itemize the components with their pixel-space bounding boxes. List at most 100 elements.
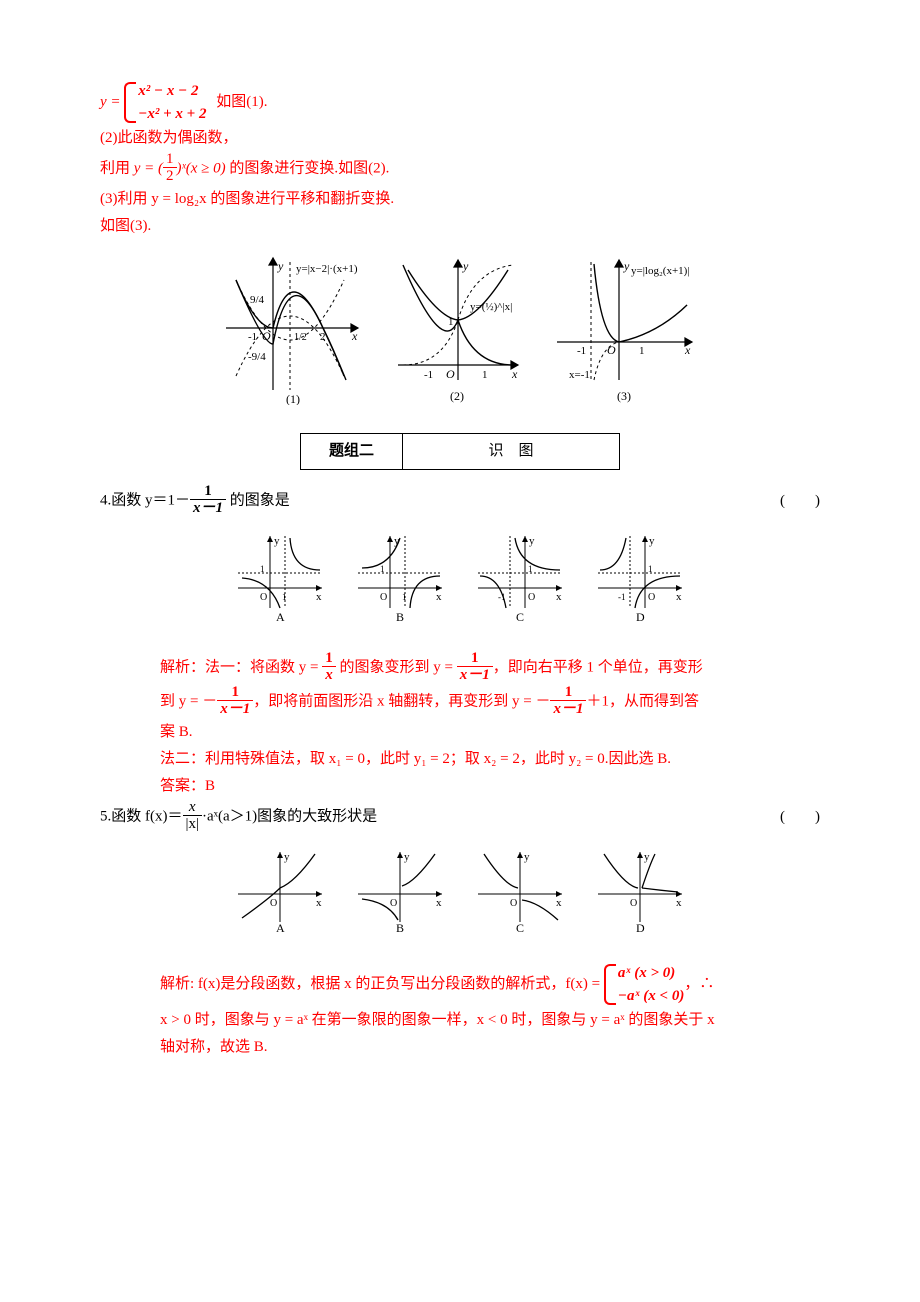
group-box-2: 题组二 识 图 — [300, 433, 620, 470]
sol4-l4: 法二：利用特殊值法，取 x₁ = 0，此时 y₁ = 2；取 x₂ = 2，此时… — [100, 746, 820, 773]
pw-row2: −x² + x + 2 — [138, 103, 206, 126]
svg-text:y=|x−2|·(x+1): y=|x−2|·(x+1) — [296, 263, 358, 275]
svg-text:C: C — [516, 610, 524, 623]
svg-text:x: x — [436, 897, 442, 909]
svg-text:O: O — [528, 592, 535, 603]
svg-text:1: 1 — [639, 345, 645, 357]
svg-text:y: y — [649, 535, 655, 547]
svg-text:(2): (2) — [450, 389, 464, 403]
svg-text:-1: -1 — [248, 331, 257, 343]
svg-text:x: x — [676, 897, 682, 909]
svg-text:O: O — [510, 898, 517, 909]
p2-line1: (2)此函数为偶函数， — [100, 125, 820, 152]
svg-text:1: 1 — [448, 316, 454, 328]
svg-text:1: 1 — [260, 564, 265, 574]
svg-text:y=(½)^|x|: y=(½)^|x| — [470, 301, 512, 313]
p3-line2: 如图(3). — [100, 213, 820, 240]
svg-text:D: D — [636, 921, 645, 934]
svg-text:B: B — [396, 921, 404, 934]
q4-stem: 4.函数 y＝1－1x－1 的图象是 ( ) — [100, 484, 820, 518]
box-right: 识 图 — [403, 434, 620, 470]
svg-text:y: y — [623, 259, 630, 273]
svg-text:1: 1 — [402, 592, 407, 602]
svg-text:y: y — [394, 535, 400, 547]
svg-text:x: x — [511, 367, 518, 381]
sol4-l2: 到 y = －1x－1，即将前面图形沿 x 轴翻转，再变形到 y = －1x－1… — [100, 685, 820, 719]
svg-text:x: x — [676, 591, 682, 603]
svg-text:O: O — [607, 343, 616, 357]
svg-text:y: y — [284, 851, 290, 863]
svg-text:y: y — [404, 851, 410, 863]
svg-text:x: x — [316, 591, 322, 603]
svg-text:9/4: 9/4 — [250, 294, 265, 306]
svg-text:O: O — [380, 592, 387, 603]
figure-1: y x O -1 2 1/2 9/4 -9/4 y=|x−2|·(x+1) (1… — [218, 250, 368, 405]
svg-text:y: y — [462, 259, 469, 273]
svg-text:x: x — [556, 897, 562, 909]
figure-2: y x O 1 -1 1 y=(½)^|x| (2) — [388, 250, 528, 405]
svg-text:x: x — [684, 343, 691, 357]
svg-text:1: 1 — [528, 564, 533, 574]
svg-text:x: x — [351, 329, 358, 343]
svg-text:-1: -1 — [498, 592, 506, 602]
sol5-l3: 轴对称，故选 B. — [100, 1034, 820, 1061]
q5-options-row: y x O A y x O B y x O C y x O D — [100, 844, 820, 944]
svg-text:x: x — [556, 591, 562, 603]
figure-row-1: y x O -1 2 1/2 9/4 -9/4 y=|x−2|·(x+1) (1… — [100, 250, 820, 415]
q5-opt-a: y x O A — [230, 844, 330, 934]
piecewise-eq-1: y = x² − x − 2 −x² + x + 2 如图(1). — [100, 80, 820, 125]
svg-text:O: O — [270, 898, 277, 909]
p2-line2: 利用 y = (12)ˣ(x ≥ 0) 的图象进行变换.如图(2). — [100, 152, 820, 186]
svg-text:1: 1 — [648, 564, 653, 574]
q4-paren: ( ) — [780, 488, 820, 515]
svg-text:-1: -1 — [618, 592, 626, 602]
q5-paren: ( ) — [780, 804, 820, 831]
svg-text:O: O — [260, 592, 267, 603]
svg-text:x: x — [316, 897, 322, 909]
svg-text:-1: -1 — [577, 345, 586, 357]
opt-a-fig: y x O 1 1 A — [230, 528, 330, 623]
svg-text:-9/4: -9/4 — [248, 351, 266, 363]
svg-text:O: O — [390, 898, 397, 909]
svg-text:O: O — [630, 898, 637, 909]
svg-text:-1: -1 — [424, 369, 433, 381]
piecewise-brace: x² − x − 2 −x² + x + 2 — [124, 80, 206, 125]
svg-text:(1): (1) — [286, 392, 300, 405]
pw-row1: x² − x − 2 — [138, 80, 206, 103]
svg-text:(3): (3) — [617, 389, 631, 403]
sol4-ans: 答案：B — [100, 773, 820, 800]
opt-d-fig: y x O 1 -1 D — [590, 528, 690, 623]
q5-opt-d: yxO D — [590, 844, 690, 934]
opt-b-fig: yx O11 B — [350, 528, 450, 623]
svg-text:D: D — [636, 610, 645, 623]
svg-text:1: 1 — [482, 369, 488, 381]
svg-text:y: y — [277, 259, 284, 273]
sol5-l1: 解析: f(x)是分段函数，根据 x 的正负写出分段函数的解析式，f(x) = … — [100, 962, 820, 1007]
svg-text:C: C — [516, 921, 524, 934]
sol4-l3: 案 B. — [100, 719, 820, 746]
svg-text:y: y — [529, 535, 535, 547]
svg-text:y: y — [274, 535, 280, 547]
svg-text:1: 1 — [282, 592, 287, 602]
svg-text:1/2: 1/2 — [294, 332, 307, 343]
svg-text:y=|log₂(x+1)|: y=|log₂(x+1)| — [631, 265, 690, 277]
box-left: 题组二 — [301, 434, 403, 470]
pw-suffix: 如图(1). — [216, 94, 267, 110]
y-eq: y = — [100, 94, 124, 110]
svg-text:1: 1 — [380, 564, 385, 574]
q5-opt-c: yxO C — [470, 844, 570, 934]
q5-opt-b: y x O B — [350, 844, 450, 934]
svg-text:x=-1: x=-1 — [569, 369, 590, 381]
p3-line1: (3)利用 y = log₂x 的图象进行平移和翻折变换. — [100, 186, 820, 213]
svg-text:O: O — [648, 592, 655, 603]
svg-text:A: A — [276, 610, 285, 623]
svg-text:O: O — [446, 367, 455, 381]
sol4-l1: 解析：法一：将函数 y = 1x 的图象变形到 y = 1x－1，即向右平移 1… — [100, 651, 820, 685]
svg-text:O: O — [262, 329, 271, 343]
svg-text:x: x — [436, 591, 442, 603]
figure-3: y x O -1 1 y=|log₂(x+1)| x=-1 (3) — [547, 250, 702, 405]
sol5-l2: x > 0 时，图象与 y = aˣ 在第一象限的图象一样，x < 0 时，图象… — [100, 1007, 820, 1034]
svg-text:2: 2 — [320, 331, 326, 343]
svg-text:A: A — [276, 921, 285, 934]
q4-options-row: yx O11 A yx O11 B yx O1-1 C yx O1-1 D — [100, 528, 820, 633]
